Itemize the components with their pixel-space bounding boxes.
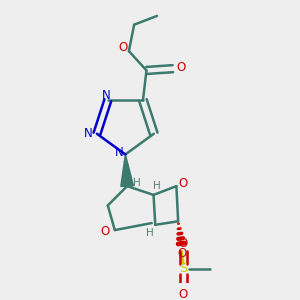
Text: O: O <box>118 41 127 54</box>
Polygon shape <box>121 154 134 187</box>
Text: O: O <box>179 237 188 250</box>
Text: N: N <box>102 88 110 102</box>
Text: O: O <box>177 247 186 260</box>
Text: O: O <box>179 288 188 300</box>
Text: O: O <box>100 225 110 239</box>
Text: O: O <box>176 61 185 74</box>
Text: O: O <box>179 177 188 190</box>
Text: H: H <box>133 178 141 188</box>
Text: N: N <box>115 146 123 159</box>
Text: H: H <box>153 181 161 191</box>
Text: H: H <box>146 228 154 238</box>
Text: N: N <box>84 127 93 140</box>
Text: S: S <box>179 262 188 275</box>
